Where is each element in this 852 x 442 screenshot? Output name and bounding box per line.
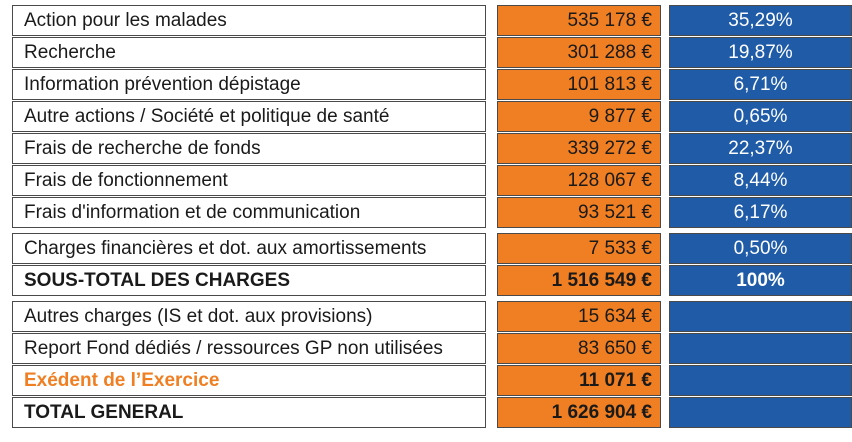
row-label: Recherche (12, 37, 486, 68)
row-label: Autre actions / Société et politique de … (12, 101, 486, 132)
table-row: Frais d'information et de communication 9… (0, 197, 852, 228)
table-row: Frais de fonctionnement 128 067 € 8,44% (0, 165, 852, 196)
row-percent: 8,44% (669, 165, 852, 196)
row-amount: 11 071 € (497, 365, 661, 396)
row-percent: 35,29% (669, 5, 852, 36)
row-amount: 301 288 € (497, 37, 661, 68)
table-row: Information prévention dépistage 101 813 … (0, 69, 852, 100)
row-label: Information prévention dépistage (12, 69, 486, 100)
row-percent (669, 397, 852, 428)
row-amount: 15 634 € (497, 301, 661, 332)
row-percent: 22,37% (669, 133, 852, 164)
row-amount: 101 813 € (497, 69, 661, 100)
table-row: Frais de recherche de fonds 339 272 € 22,3… (0, 133, 852, 164)
table-row: SOUS-TOTAL DES CHARGES 1 516 549 € 100% (0, 265, 852, 296)
row-amount: 7 533 € (497, 233, 661, 264)
row-label: Exédent de l’Exercice (12, 365, 486, 396)
table-row: Exédent de l’Exercice 11 071 € (0, 365, 852, 396)
row-label: Action pour les malades (12, 5, 486, 36)
row-amount: 535 178 € (497, 5, 661, 36)
table-row: Report Fond dédiés / ressources GP non u… (0, 333, 852, 364)
row-amount: 1 516 549 € (497, 265, 661, 296)
row-label: Frais de fonctionnement (12, 165, 486, 196)
row-amount: 128 067 € (497, 165, 661, 196)
row-percent: 0,50% (669, 233, 852, 264)
table-row: Action pour les malades 535 178 € 35,29% (0, 5, 852, 36)
row-percent (669, 301, 852, 332)
row-amount: 1 626 904 € (497, 397, 661, 428)
row-percent: 100% (669, 265, 852, 296)
row-label: Charges financières et dot. aux amortiss… (12, 233, 486, 264)
row-label: Autres charges (IS et dot. aux provision… (12, 301, 486, 332)
row-label: TOTAL GENERAL (12, 397, 486, 428)
row-label: SOUS-TOTAL DES CHARGES (12, 265, 486, 296)
row-percent (669, 365, 852, 396)
row-label: Report Fond dédiés / ressources GP non u… (12, 333, 486, 364)
row-label: Frais d'information et de communication (12, 197, 486, 228)
table-row: Autre actions / Société et politique de … (0, 101, 852, 132)
row-label: Frais de recherche de fonds (12, 133, 486, 164)
row-amount: 9 877 € (497, 101, 661, 132)
row-percent (669, 333, 852, 364)
table-row: TOTAL GENERAL 1 626 904 € (0, 397, 852, 428)
table-row: Charges financières et dot. aux amortiss… (0, 233, 852, 264)
table-row: Recherche 301 288 € 19,87% (0, 37, 852, 68)
row-percent: 6,71% (669, 69, 852, 100)
row-percent: 6,17% (669, 197, 852, 228)
table-row: Autres charges (IS et dot. aux provision… (0, 301, 852, 332)
row-percent: 19,87% (669, 37, 852, 68)
row-percent: 0,65% (669, 101, 852, 132)
row-amount: 83 650 € (497, 333, 661, 364)
row-amount: 93 521 € (497, 197, 661, 228)
row-amount: 339 272 € (497, 133, 661, 164)
